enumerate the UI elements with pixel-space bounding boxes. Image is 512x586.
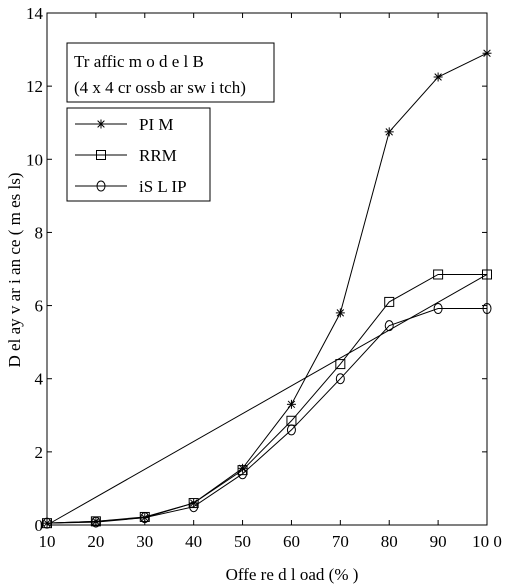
chart-title-line-2: (4 x 4 cr ossb ar sw i tch) [74,78,246,97]
point-star-70-stroke-3 [336,309,345,317]
point-circle-50 [238,468,248,480]
x-tick-label-70: 70 [332,532,349,551]
point-circle-100 [482,302,492,314]
y-tick-label-0: 0 [35,516,44,535]
y-tick-label-2: 2 [35,443,44,462]
x-tick-label-20: 20 [87,532,104,551]
point-star-60-stroke-3 [287,400,296,409]
reference-line [46,274,488,526]
legend-marker-square [96,150,106,160]
x-tick-label-90: 90 [430,532,447,551]
point-circle-40 [189,501,199,513]
y-tick-label-12: 12 [26,77,43,96]
legend-label-square: RRM [139,146,177,165]
point-star-80 [384,127,394,137]
point-circle-60 [286,424,296,436]
point-square-90 [433,269,444,280]
series-line-circle [46,307,487,524]
point-circle-10 [42,517,52,529]
legend-label-circle: iS L IP [139,177,187,196]
point-circle-70 [335,373,345,385]
plot-area-frame [46,12,488,526]
point-star-70 [335,308,345,318]
x-tick-label-50: 50 [234,532,251,551]
x-axis-label: Offe re d l oad (% ) [226,565,359,584]
point-star-100-stroke-3 [483,49,491,57]
point-star-90 [433,72,443,82]
y-axis-label: D el ay v ar i an ce ( m es ls) [5,173,24,368]
legend-marker-circle [96,180,106,192]
y-tick-label-8: 8 [35,223,44,242]
x-tick-label-10: 10 [39,532,56,551]
point-square-80 [384,296,395,307]
point-circle-30 [140,512,150,524]
chart-title-box: Tr affic m o d e l B (4 x 4 cr ossb ar s… [66,42,275,103]
y-tick-label-14: 14 [26,4,44,23]
point-circle-80 [384,320,394,332]
title-box-frame [66,42,275,103]
legend: PI M RRM iS L IP [66,107,211,202]
point-star-60 [286,399,296,409]
y-tick-label-10: 10 [26,150,43,169]
point-square-70 [335,359,346,370]
point-square-100 [482,269,492,280]
series-layer [42,48,492,529]
series-line-square [46,273,487,524]
x-tick-label-40: 40 [185,532,202,551]
y-tick-label-4: 4 [35,370,44,389]
x-tick-label-60: 60 [283,532,300,551]
x-tick-label-30: 30 [136,532,153,551]
point-star-80-stroke-3 [385,128,393,136]
point-star-100 [482,48,492,58]
legend-label-star: PI M [139,115,173,134]
point-star-90-stroke-3 [434,73,442,81]
axis-ticks: 10 20 30 40 50 60 70 80 90 10 0 0 2 4 6 8 10 12 14 [26,4,502,551]
legend-marker-star-stroke-3 [97,120,105,128]
point-circle-90 [433,302,443,314]
point-square-40 [188,498,199,509]
y-tick-label-6: 6 [35,297,44,316]
point-circle-20 [91,516,101,528]
legend-marker-star [96,119,106,129]
x-tick-label-80: 80 [381,532,398,551]
x-tick-label-100: 10 0 [472,532,502,551]
chart-title-line-1: Tr affic m o d e l B [74,52,204,71]
